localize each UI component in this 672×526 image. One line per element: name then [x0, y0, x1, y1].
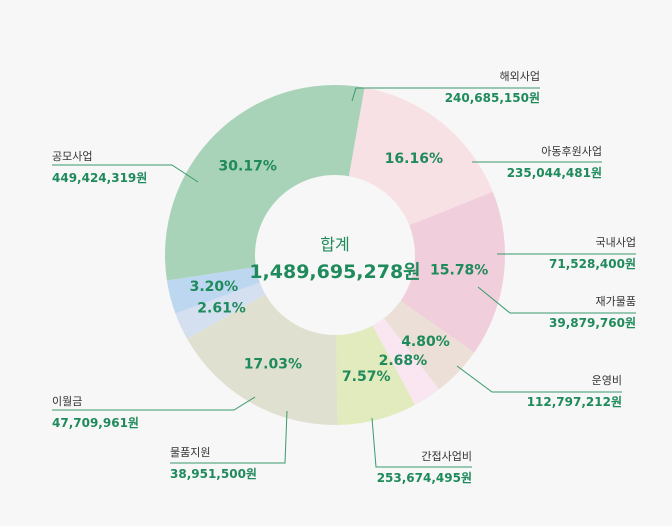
slice-percent-5: 17.03% — [244, 356, 302, 372]
slice-1 — [400, 191, 506, 353]
slice-0 — [348, 87, 493, 226]
slice-value-4: 112,797,212원 — [527, 395, 622, 409]
slices-group — [165, 84, 506, 425]
slice-5 — [187, 294, 338, 425]
slice-value-5: 253,674,495원 — [377, 471, 472, 485]
slice-value-2: 71,528,400원 — [549, 257, 636, 271]
slice-name-7: 이월금 — [52, 395, 82, 408]
leader-line-3 — [477, 286, 636, 314]
leader-lines-group — [52, 87, 636, 468]
slice-percent-1: 15.78% — [430, 262, 488, 278]
slice-7 — [166, 266, 260, 314]
leader-line-8 — [52, 164, 199, 183]
slice-name-2: 국내사업 — [596, 236, 636, 249]
leader-line-4 — [456, 365, 622, 393]
slice-value-6: 38,951,500원 — [170, 467, 257, 481]
slice-value-1: 235,044,481원 — [507, 166, 602, 180]
slice-name-3: 재가물품 — [596, 295, 636, 308]
slice-name-0: 해외사업 — [500, 69, 540, 83]
slice-percent-4: 7.57% — [342, 369, 391, 385]
slice-name-4: 운영비 — [592, 374, 622, 387]
leader-line-6 — [170, 410, 288, 464]
slice-6 — [175, 282, 266, 339]
slice-value-3: 39,879,760원 — [549, 316, 636, 330]
slice-name-5: 간접사업비 — [421, 450, 472, 463]
slice-name-1: 아동후원사업 — [541, 145, 602, 158]
slice-value-0: 240,685,150원 — [445, 91, 540, 105]
slice-4 — [336, 325, 416, 425]
percent-labels-group: 16.16% 15.78% 4.80% 2.68%7.57% 17.03% 2.61% 3.… — [190, 151, 489, 385]
center-total: 1,489,695,278원 — [249, 261, 420, 283]
slice-value-8: 449,424,319원 — [52, 171, 147, 185]
slice-8 — [165, 84, 365, 281]
center-title: 합계 — [320, 235, 349, 254]
slice-percent-8: 30.17% — [219, 159, 277, 175]
slice-percent-0: 16.16% — [385, 151, 443, 167]
leader-line-5 — [371, 417, 472, 468]
slice-3 — [372, 318, 440, 405]
slice-percent-3: 2.68% — [379, 353, 428, 369]
slice-2 — [383, 300, 475, 390]
slice-value-7: 47,709,961원 — [52, 416, 139, 430]
slice-percent-6: 2.61% — [197, 300, 246, 316]
slice-name-8: 공모사업 — [52, 150, 92, 163]
slice-percent-7: 3.20% — [190, 279, 239, 295]
leader-line-0 — [351, 87, 540, 102]
slice-percent-2: 4.80% — [401, 334, 450, 350]
slice-name-6: 물품지원 — [170, 446, 210, 459]
leader-line-7 — [52, 396, 256, 411]
